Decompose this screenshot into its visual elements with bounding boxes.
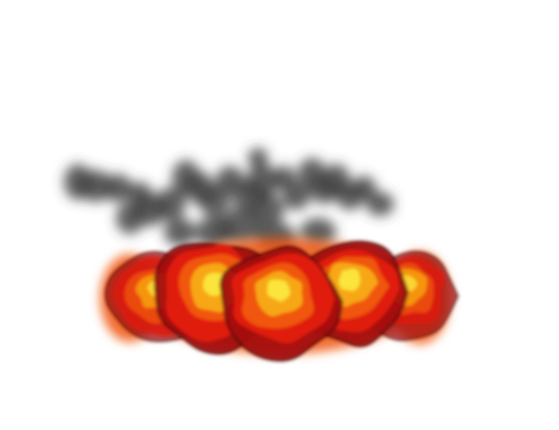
smoke-puff xyxy=(366,192,394,216)
smoke-puff xyxy=(164,218,196,246)
smoke-puff xyxy=(282,182,310,210)
smoke-puff xyxy=(154,188,186,220)
smoke-puff xyxy=(246,164,278,200)
smoke-puff xyxy=(300,218,336,246)
smoke-plume xyxy=(64,148,394,254)
blast-cluster xyxy=(104,240,460,362)
blast-ring xyxy=(338,268,361,292)
blast-ring xyxy=(267,279,290,302)
smoke-puff xyxy=(80,170,112,202)
smoke-puff xyxy=(248,148,268,168)
smoke-puff xyxy=(196,216,232,248)
smoke-puff xyxy=(252,194,284,226)
smoke-puff xyxy=(104,174,132,202)
explosion-blast xyxy=(219,245,344,362)
smoke-puff xyxy=(198,184,230,216)
smoke-puff xyxy=(352,176,376,200)
